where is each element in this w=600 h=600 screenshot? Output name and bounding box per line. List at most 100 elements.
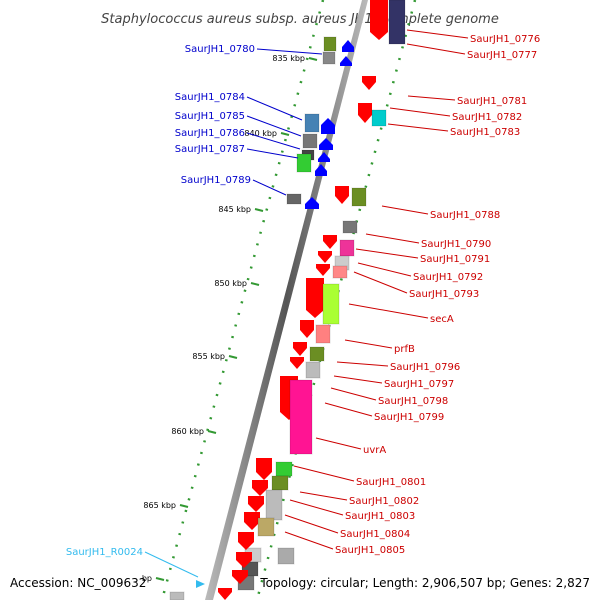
label-layer: SaurJH1_0780 SaurJH1_0784 SaurJH1_0785 Saur… bbox=[66, 29, 540, 578]
forward-gene-arrow bbox=[335, 186, 349, 204]
forward-gene-arrow bbox=[293, 342, 307, 356]
label-leader-line bbox=[284, 531, 334, 550]
forward-gene-arrow bbox=[256, 458, 272, 480]
label-leader-line bbox=[299, 491, 348, 501]
tick-mark bbox=[250, 282, 260, 286]
gene-label-right[interactable]: SaurJH1_0801 bbox=[356, 477, 426, 488]
forward-gene-arrow bbox=[316, 264, 330, 276]
forward-gene-arrow bbox=[318, 251, 332, 263]
tick-label: 845 kbp bbox=[218, 205, 251, 214]
label-leader-line bbox=[246, 115, 302, 137]
gene-block bbox=[289, 379, 313, 455]
gene-block bbox=[388, 0, 406, 45]
gene-block bbox=[322, 51, 336, 65]
reverse-gene-arrow bbox=[321, 118, 335, 134]
gene-label-left[interactable]: SaurJH1_0789 bbox=[181, 175, 251, 186]
forward-gene-arrow bbox=[252, 480, 268, 496]
gene-label-right[interactable]: SaurJH1_0781 bbox=[457, 96, 527, 107]
gene-label-right[interactable]: SaurJH1_0793 bbox=[409, 289, 479, 300]
outer-dotted-ring bbox=[160, 0, 325, 600]
tick-label: 840 kbp bbox=[244, 129, 277, 138]
forward-gene-arrow bbox=[290, 357, 304, 369]
tick-mark bbox=[207, 430, 217, 434]
label-leader-line bbox=[284, 514, 339, 534]
gene-label-right[interactable]: SaurJH1_0799 bbox=[374, 412, 444, 423]
label-leader-line bbox=[365, 233, 420, 244]
label-leader-line bbox=[324, 402, 373, 417]
tick-label: 850 kbp bbox=[214, 279, 247, 288]
label-leader-line bbox=[252, 179, 287, 196]
gene-label-right[interactable]: prfB bbox=[394, 344, 415, 355]
gene-block bbox=[302, 133, 318, 149]
label-leader-line bbox=[330, 387, 377, 401]
label-leader-line bbox=[333, 375, 383, 384]
gene-label-right[interactable]: SaurJH1_0797 bbox=[384, 379, 454, 390]
tick-label: 865 kbp bbox=[143, 501, 176, 510]
label-leader-line bbox=[407, 95, 456, 101]
gene-block bbox=[277, 547, 295, 565]
gene-label-right[interactable]: SaurJH1_0798 bbox=[378, 396, 448, 407]
gene-label-left[interactable]: SaurJH1_0787 bbox=[175, 144, 245, 155]
tick-mark bbox=[280, 132, 290, 136]
gene-label-left[interactable]: SaurJH1_0785 bbox=[175, 111, 245, 122]
gene-label-right[interactable]: SaurJH1_0796 bbox=[390, 362, 460, 373]
gene-label-right[interactable]: SaurJH1_0804 bbox=[340, 529, 410, 540]
gene-label-right[interactable]: SaurJH1_0802 bbox=[349, 496, 419, 507]
feature-layer bbox=[169, 0, 406, 600]
forward-gene-arrow bbox=[218, 588, 232, 600]
label-leader-line bbox=[336, 361, 389, 367]
gene-label-right[interactable]: uvrA bbox=[363, 445, 386, 456]
label-leader-line bbox=[355, 248, 419, 259]
label-leader-line bbox=[344, 339, 393, 349]
label-leader-line bbox=[256, 48, 323, 55]
gene-label-right[interactable]: SaurJH1_0791 bbox=[420, 254, 490, 265]
gene-label-left[interactable]: SaurJH1_0786 bbox=[175, 128, 245, 139]
gene-block bbox=[304, 113, 320, 133]
gene-block bbox=[265, 489, 283, 521]
gene-label-right[interactable]: SaurJH1_0805 bbox=[335, 545, 405, 556]
label-leader-line bbox=[144, 551, 199, 578]
label-leader-line bbox=[293, 465, 355, 482]
forward-gene-arrow bbox=[232, 570, 248, 584]
gene-label-left[interactable]: SaurJH1_0784 bbox=[175, 92, 245, 103]
gene-label-right[interactable]: SaurJH1_0792 bbox=[413, 272, 483, 283]
reverse-gene-arrow bbox=[342, 40, 354, 52]
label-leader-line bbox=[389, 107, 451, 117]
gene-label-left[interactable]: SaurJH1_0780 bbox=[185, 44, 255, 55]
gene-block bbox=[309, 346, 325, 362]
label-leader-line bbox=[246, 148, 299, 159]
gene-label-right[interactable]: SaurJH1_0776 bbox=[470, 34, 540, 45]
label-leader-line bbox=[289, 499, 344, 516]
forward-gene-arrow bbox=[236, 552, 252, 568]
gene-label-right[interactable]: SaurJH1_0803 bbox=[345, 511, 415, 522]
gene-label-right[interactable]: SaurJH1_0783 bbox=[450, 127, 520, 138]
label-leader-line bbox=[387, 123, 449, 132]
gene-block bbox=[275, 461, 293, 477]
accession-text: Accession: NC_009632 bbox=[10, 576, 146, 590]
gene-label-right[interactable]: secA bbox=[430, 314, 454, 325]
tick-label: 860 kbp bbox=[171, 427, 204, 436]
reverse-gene-arrow bbox=[340, 56, 352, 66]
gene-block bbox=[271, 475, 289, 491]
forward-gene-arrow bbox=[244, 512, 260, 530]
label-leader-line bbox=[353, 271, 408, 294]
forward-gene-arrow bbox=[362, 76, 376, 90]
gene-label-right[interactable]: SaurJH1_0788 bbox=[430, 210, 500, 221]
gene-block bbox=[323, 36, 337, 52]
gene-block bbox=[332, 265, 348, 279]
gene-label-right[interactable]: SaurJH1_0777 bbox=[467, 50, 537, 61]
gene-block bbox=[322, 283, 340, 325]
gene-label-left[interactable]: SaurJH1_R0024 bbox=[66, 547, 143, 558]
label-leader-line bbox=[246, 132, 301, 150]
gene-label-right[interactable]: SaurJH1_0782 bbox=[452, 112, 522, 123]
gene-block bbox=[305, 361, 321, 379]
gene-block bbox=[296, 153, 312, 173]
forward-gene-arrow bbox=[300, 320, 314, 338]
genome-backbone bbox=[205, 0, 368, 600]
gene-block bbox=[371, 109, 387, 127]
gene-label-right[interactable]: SaurJH1_0790 bbox=[421, 239, 491, 250]
rna-feature bbox=[196, 580, 205, 588]
map-title: Staphylococcus aureus subsp. aureus JH1,… bbox=[101, 12, 499, 27]
forward-gene-arrow bbox=[248, 496, 264, 512]
